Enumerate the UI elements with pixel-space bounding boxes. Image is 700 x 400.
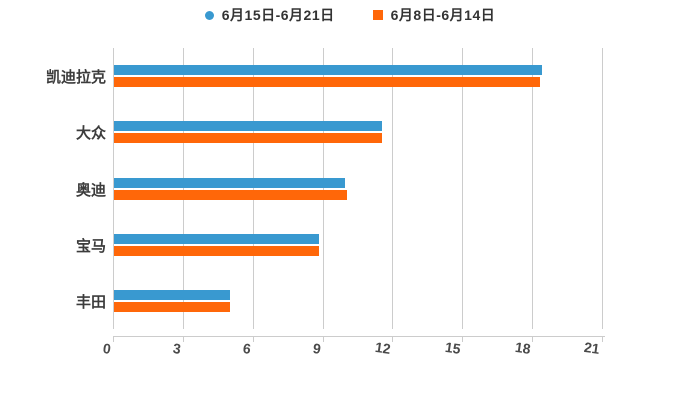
gridline — [252, 48, 254, 329]
x-axis-line — [113, 336, 605, 337]
legend-label: 6月15日-6月21日 — [221, 7, 335, 23]
bar-series2-cat2[interactable] — [114, 189, 347, 200]
x-tick-label: 21 — [583, 338, 602, 357]
legend-label: 6月8日-6月14日 — [390, 7, 496, 23]
x-axis-tick — [532, 336, 534, 342]
gridline — [392, 48, 394, 329]
y-axis-label: 奥迪 — [75, 181, 106, 199]
bar-series1-cat2[interactable] — [114, 177, 345, 188]
gridline — [462, 48, 464, 329]
x-axis-tick — [462, 336, 464, 342]
legend-item-week-jun15-21[interactable]: 6月15日-6月21日 — [204, 5, 335, 25]
legend-square-marker-icon — [372, 10, 383, 20]
bar-series1-cat4[interactable] — [114, 289, 231, 300]
legend-circle-marker-icon — [204, 10, 214, 20]
gridline — [532, 48, 534, 329]
x-tick-label: 0 — [102, 339, 113, 357]
x-tick-label: 15 — [443, 338, 462, 357]
x-axis-tick — [182, 336, 184, 342]
x-axis-tick — [113, 336, 114, 342]
x-tick-label: 9 — [311, 339, 322, 357]
y-axis-label: 丰田 — [75, 293, 106, 311]
bar-series2-cat1[interactable] — [114, 133, 382, 144]
x-tick-label: 3 — [172, 339, 182, 357]
legend-item-week-jun8-14[interactable]: 6月8日-6月14日 — [372, 5, 496, 25]
y-axis-label: 大众 — [75, 125, 106, 143]
x-tick-label: 6 — [241, 339, 252, 357]
bar-series2-cat3[interactable] — [114, 245, 319, 256]
gridline — [322, 48, 324, 329]
gridline — [602, 48, 603, 329]
x-axis-tick — [322, 336, 324, 342]
bar-series1-cat0[interactable] — [114, 65, 543, 76]
y-axis-label: 宝马 — [75, 237, 106, 255]
legend: 6月15日-6月21日 6月8日-6月14日 — [0, 5, 700, 25]
bar-series2-cat0[interactable] — [114, 77, 541, 88]
bar-series1-cat3[interactable] — [114, 233, 319, 244]
x-tick-label: 12 — [373, 338, 392, 357]
x-axis-tick — [602, 336, 603, 342]
y-axis-label: 凯迪拉克 — [45, 69, 106, 87]
x-axis-tick — [392, 336, 394, 342]
y-axis-line — [113, 48, 114, 329]
x-tick-label: 18 — [513, 338, 532, 357]
bar-series1-cat1[interactable] — [114, 121, 382, 132]
gridline — [182, 48, 184, 329]
bar-series2-cat4[interactable] — [114, 301, 231, 312]
x-axis-tick — [252, 336, 254, 342]
